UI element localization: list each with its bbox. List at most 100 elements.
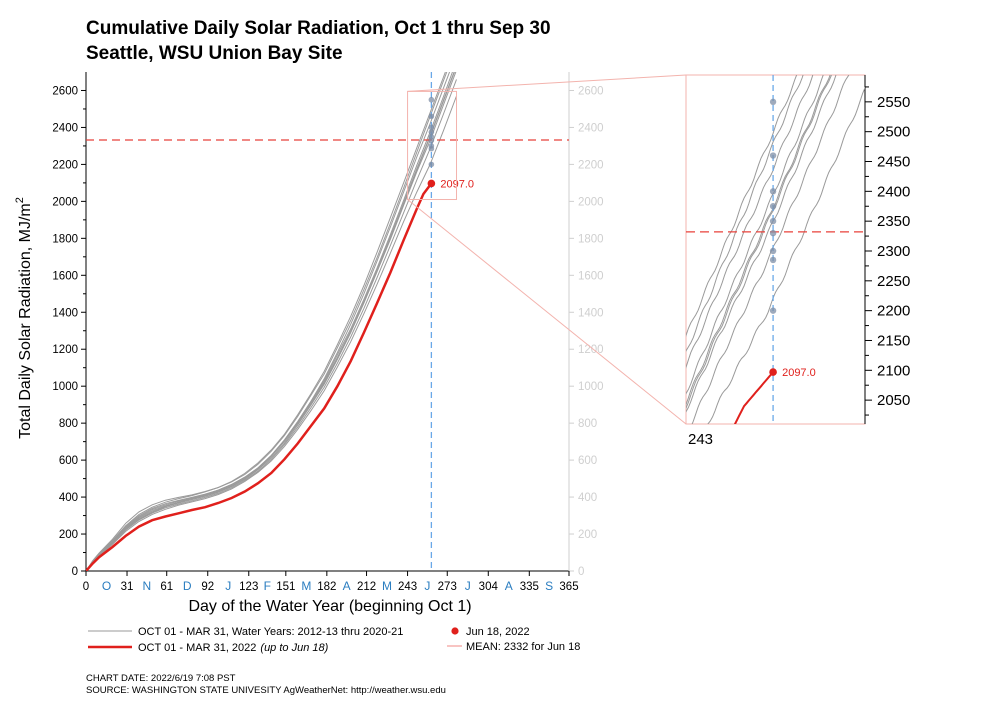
chart-title: Cumulative Daily Solar Radiation, Oct 1 …: [86, 18, 551, 39]
y-tick-label: 2400: [52, 122, 78, 134]
history-series-line: [86, 72, 457, 571]
x-tick-label: 212: [357, 581, 376, 593]
zoom-history-series-line: [686, 75, 832, 410]
zoom-y-tick-label: 2050: [877, 392, 910, 409]
zoom-history-marker: [769, 217, 777, 225]
month-label: D: [183, 579, 192, 593]
zoom-current-value-label: 2097.0: [782, 367, 816, 379]
legend-current-label: OCT 01 - MAR 31, 2022 (up to Jun 18): [138, 642, 329, 654]
zoom-connector-top: [407, 74, 687, 92]
y-tick-label: 1000: [52, 381, 78, 393]
right-y-tick-label: 0: [578, 566, 584, 578]
history-series-line: [86, 72, 451, 571]
y-tick-label: 1600: [52, 270, 78, 282]
zoom-y-tick-label: 2450: [877, 154, 910, 171]
right-y-tick-label: 800: [578, 418, 597, 430]
y-axis-label-text: Total Daily Solar Radiation, MJ/m: [17, 203, 34, 439]
zoom-history-marker: [769, 247, 777, 255]
current-series-line: [86, 182, 433, 571]
history-marker: [428, 113, 435, 120]
history-marker: [428, 96, 435, 103]
zoom-history-series-line: [686, 75, 837, 413]
zoom-y-tick-label: 2550: [877, 94, 910, 111]
right-y-tick-label: 2000: [578, 196, 604, 208]
x-tick-label: 243: [398, 581, 417, 593]
zoom-inset-area: 2050 2100 2150 2200 2250 2300 2350 2400 2450 2500…: [685, 74, 910, 448]
zoom-history-marker: [769, 229, 777, 237]
history-series-line: [86, 72, 446, 571]
history-series-line: [86, 72, 453, 571]
zoom-current-series-line: [733, 371, 774, 424]
y-tick-label: 1400: [52, 307, 78, 319]
x-tick-label: 182: [317, 581, 336, 593]
legend-today-dot: [451, 627, 459, 635]
month-label: F: [264, 579, 271, 593]
y-axis-label: Total Daily Solar Radiation, MJ/m2: [14, 197, 34, 439]
right-y-tick-label: 2600: [578, 85, 604, 97]
zoom-y-tick-label: 2100: [877, 362, 910, 379]
y-tick-label: 800: [59, 418, 78, 430]
month-label: M: [382, 579, 392, 593]
y-axis-label-superscript: 2: [14, 197, 26, 203]
zoom-history-series-line: [686, 75, 814, 369]
y-tick-label: 200: [59, 529, 78, 541]
month-label: O: [102, 579, 111, 593]
zoom-y-tick-label: 2350: [877, 213, 910, 230]
source-note: SOURCE: WASHINGTON STATE UNIVESITY AgWea…: [86, 685, 446, 696]
zoom-history-series-line: [691, 75, 850, 424]
history-marker: [428, 129, 435, 135]
right-y-tick-label: 1800: [578, 233, 604, 245]
legend-current-label-main: OCT 01 - MAR 31, 2022: [138, 642, 256, 654]
zoom-y-tick-label: 2300: [877, 243, 910, 260]
y-tick-label: 2600: [52, 85, 78, 97]
x-tick-label: 92: [201, 581, 214, 593]
right-y-tick-label: 2200: [578, 159, 604, 171]
legend-history-label: OCT 01 - MAR 31, Water Years: 2012-13 th…: [138, 626, 403, 638]
x-tick-label: 0: [83, 581, 89, 593]
zoom-x-tick-label: 243: [688, 431, 713, 448]
zoom-series-group: [686, 75, 865, 424]
zoom-history-series-line: [707, 86, 865, 424]
month-label: A: [505, 579, 513, 593]
zoom-y-tick-label: 2150: [877, 332, 910, 349]
current-value-label: 2097.0: [440, 178, 474, 190]
history-series-line: [86, 72, 455, 571]
month-label: J: [225, 579, 231, 593]
main-series-group: [86, 72, 457, 571]
chart-date: CHART DATE: 2022/6/19 7:08 PST: [86, 673, 236, 684]
y-tick-label: 1800: [52, 233, 78, 245]
zoom-history-marker: [769, 98, 777, 106]
month-label: A: [343, 579, 351, 593]
month-label: N: [143, 579, 152, 593]
zoom-y-tick-label: 2500: [877, 124, 910, 141]
y-tick-label: 2000: [52, 196, 78, 208]
legend-mean-label: MEAN: 2332 for Jun 18: [466, 641, 580, 653]
history-series-line: [86, 79, 457, 571]
history-marker: [428, 137, 435, 144]
zoom-connector-bottom: [407, 199, 687, 425]
x-tick-label: 61: [160, 581, 173, 593]
y-tick-label: 0: [72, 566, 78, 578]
right-y-tick-label: 1400: [578, 307, 604, 319]
legend-current-label-note: (up to Jun 18): [260, 642, 328, 654]
right-y-tick-label: 1000: [578, 381, 604, 393]
zoom-current-point: [769, 368, 777, 376]
x-tick-label: 123: [239, 581, 258, 593]
current-point: [427, 179, 436, 188]
y-tick-label: 2200: [52, 159, 78, 171]
chart-subtitle: Seattle, WSU Union Bay Site: [86, 43, 343, 64]
history-marker: [428, 124, 435, 131]
zoom-history-marker: [769, 152, 777, 159]
zoom-y-tick-label: 2400: [877, 183, 910, 200]
zoom-history-marker: [769, 188, 777, 195]
right-y-tick-label: 2400: [578, 122, 604, 134]
zoom-history-series-line: [686, 75, 804, 353]
right-y-tick-label: 600: [578, 455, 597, 467]
x-tick-label: 273: [438, 581, 457, 593]
y-tick-label: 400: [59, 492, 78, 504]
history-series-line: [86, 95, 457, 571]
history-marker: [428, 145, 435, 152]
zoom-history-marker: [769, 256, 777, 264]
